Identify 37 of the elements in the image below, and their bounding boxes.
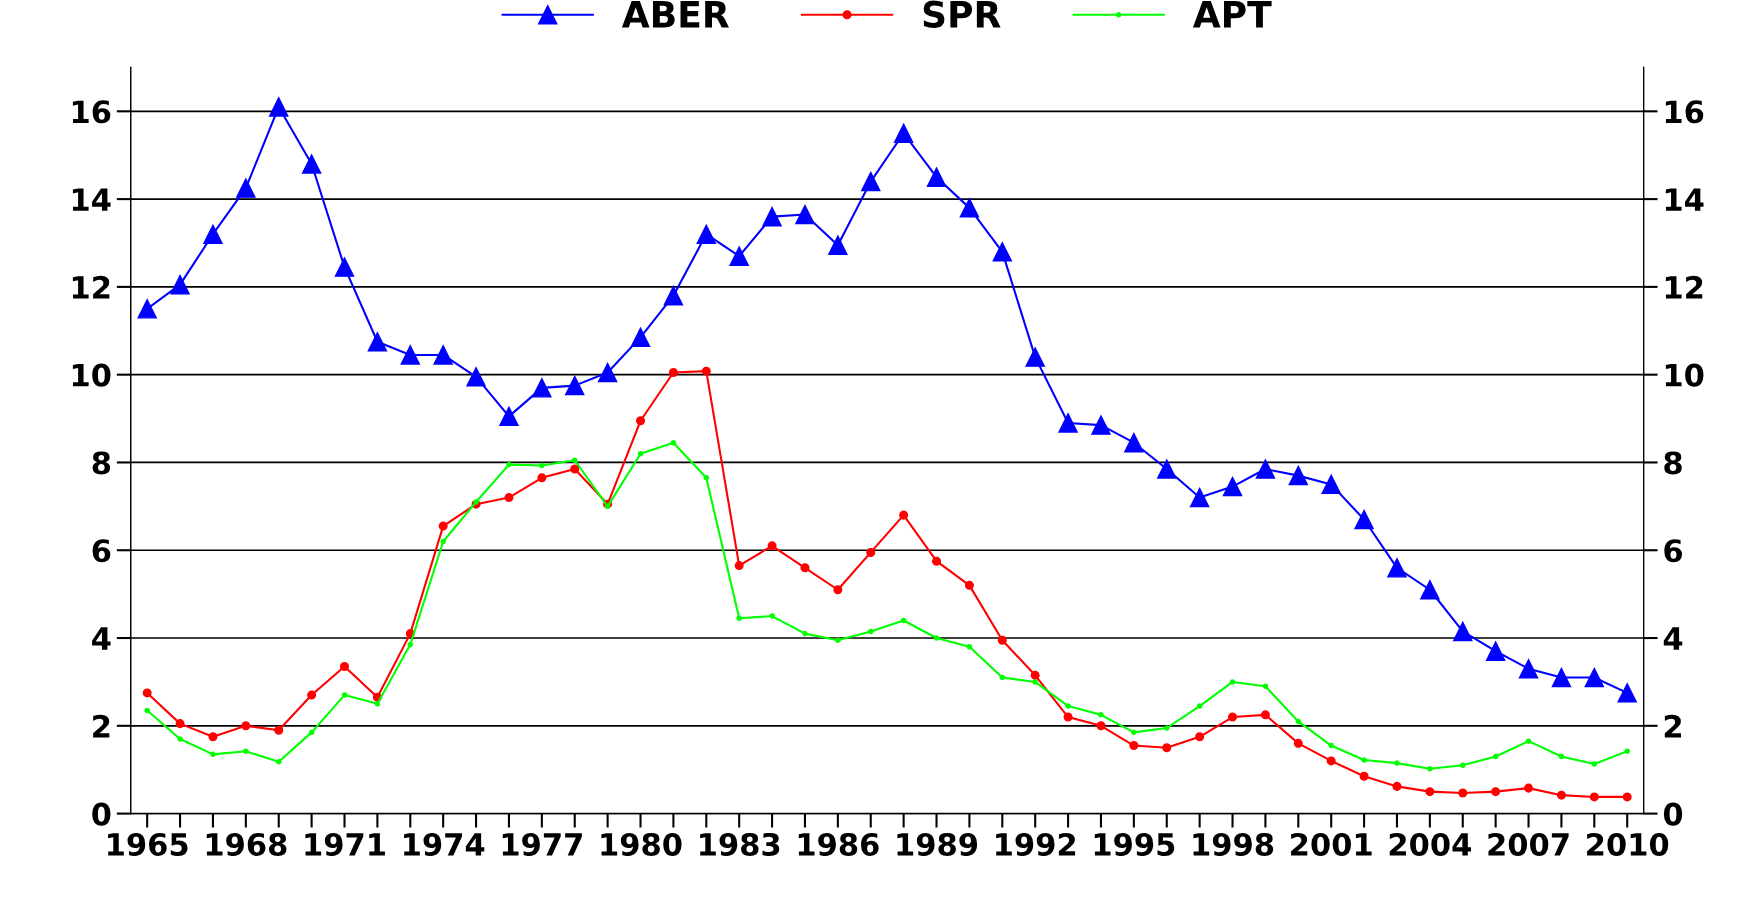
x-tick-label: 2010 — [1587, 832, 1669, 856]
x-tick-label: 1977 — [502, 832, 582, 856]
x-tick-label: 2007 — [1488, 832, 1569, 856]
y2-tick-label: 6 — [1664, 539, 1683, 563]
y2-tick-label: 0 — [1663, 802, 1683, 826]
x-tick-label: 1968 — [206, 832, 287, 856]
y2-tick-label: 4 — [1663, 627, 1683, 650]
legend-label: ABER — [621, 1, 729, 28]
x-tick-label: 1974 — [404, 832, 485, 856]
x-tick-label: 1971 — [305, 832, 385, 856]
y-tick-label: 0 — [92, 802, 111, 826]
x-tick-label: 1992 — [996, 832, 1076, 856]
x-tick-label: 1995 — [1094, 832, 1175, 856]
y-tick-label: 4 — [92, 627, 111, 650]
x-tick-label: 1989 — [897, 832, 978, 856]
y2-tick-label: 10 — [1665, 363, 1704, 387]
y-tick-label: 12 — [72, 275, 110, 299]
y-tick-label: 10 — [72, 363, 111, 387]
y-tick-label: 8 — [92, 451, 111, 475]
x-tick-label: 2001 — [1291, 832, 1372, 856]
x-tick-label: 1965 — [108, 832, 188, 856]
y-tick-label: 2 — [93, 714, 110, 738]
y2-tick-label: 2 — [1664, 714, 1681, 738]
y-tick-label: 14 — [72, 188, 111, 211]
y2-tick-label: 14 — [1665, 188, 1704, 211]
y-tick-label: 16 — [72, 100, 111, 124]
x-tick-label: 1998 — [1193, 832, 1274, 856]
x-tick-label: 2004 — [1389, 832, 1471, 856]
x-tick-label: 1986 — [798, 832, 879, 856]
y2-tick-label: 8 — [1664, 451, 1682, 475]
legend-label: SPR — [923, 0, 1001, 28]
x-tick-label: 1980 — [601, 832, 682, 856]
x-tick-label: 1983 — [700, 832, 780, 856]
y-tick-label: 6 — [92, 539, 111, 563]
legend-label: APT — [1192, 1, 1272, 28]
y2-tick-label: 12 — [1665, 275, 1703, 299]
y2-tick-label: 16 — [1665, 100, 1704, 124]
